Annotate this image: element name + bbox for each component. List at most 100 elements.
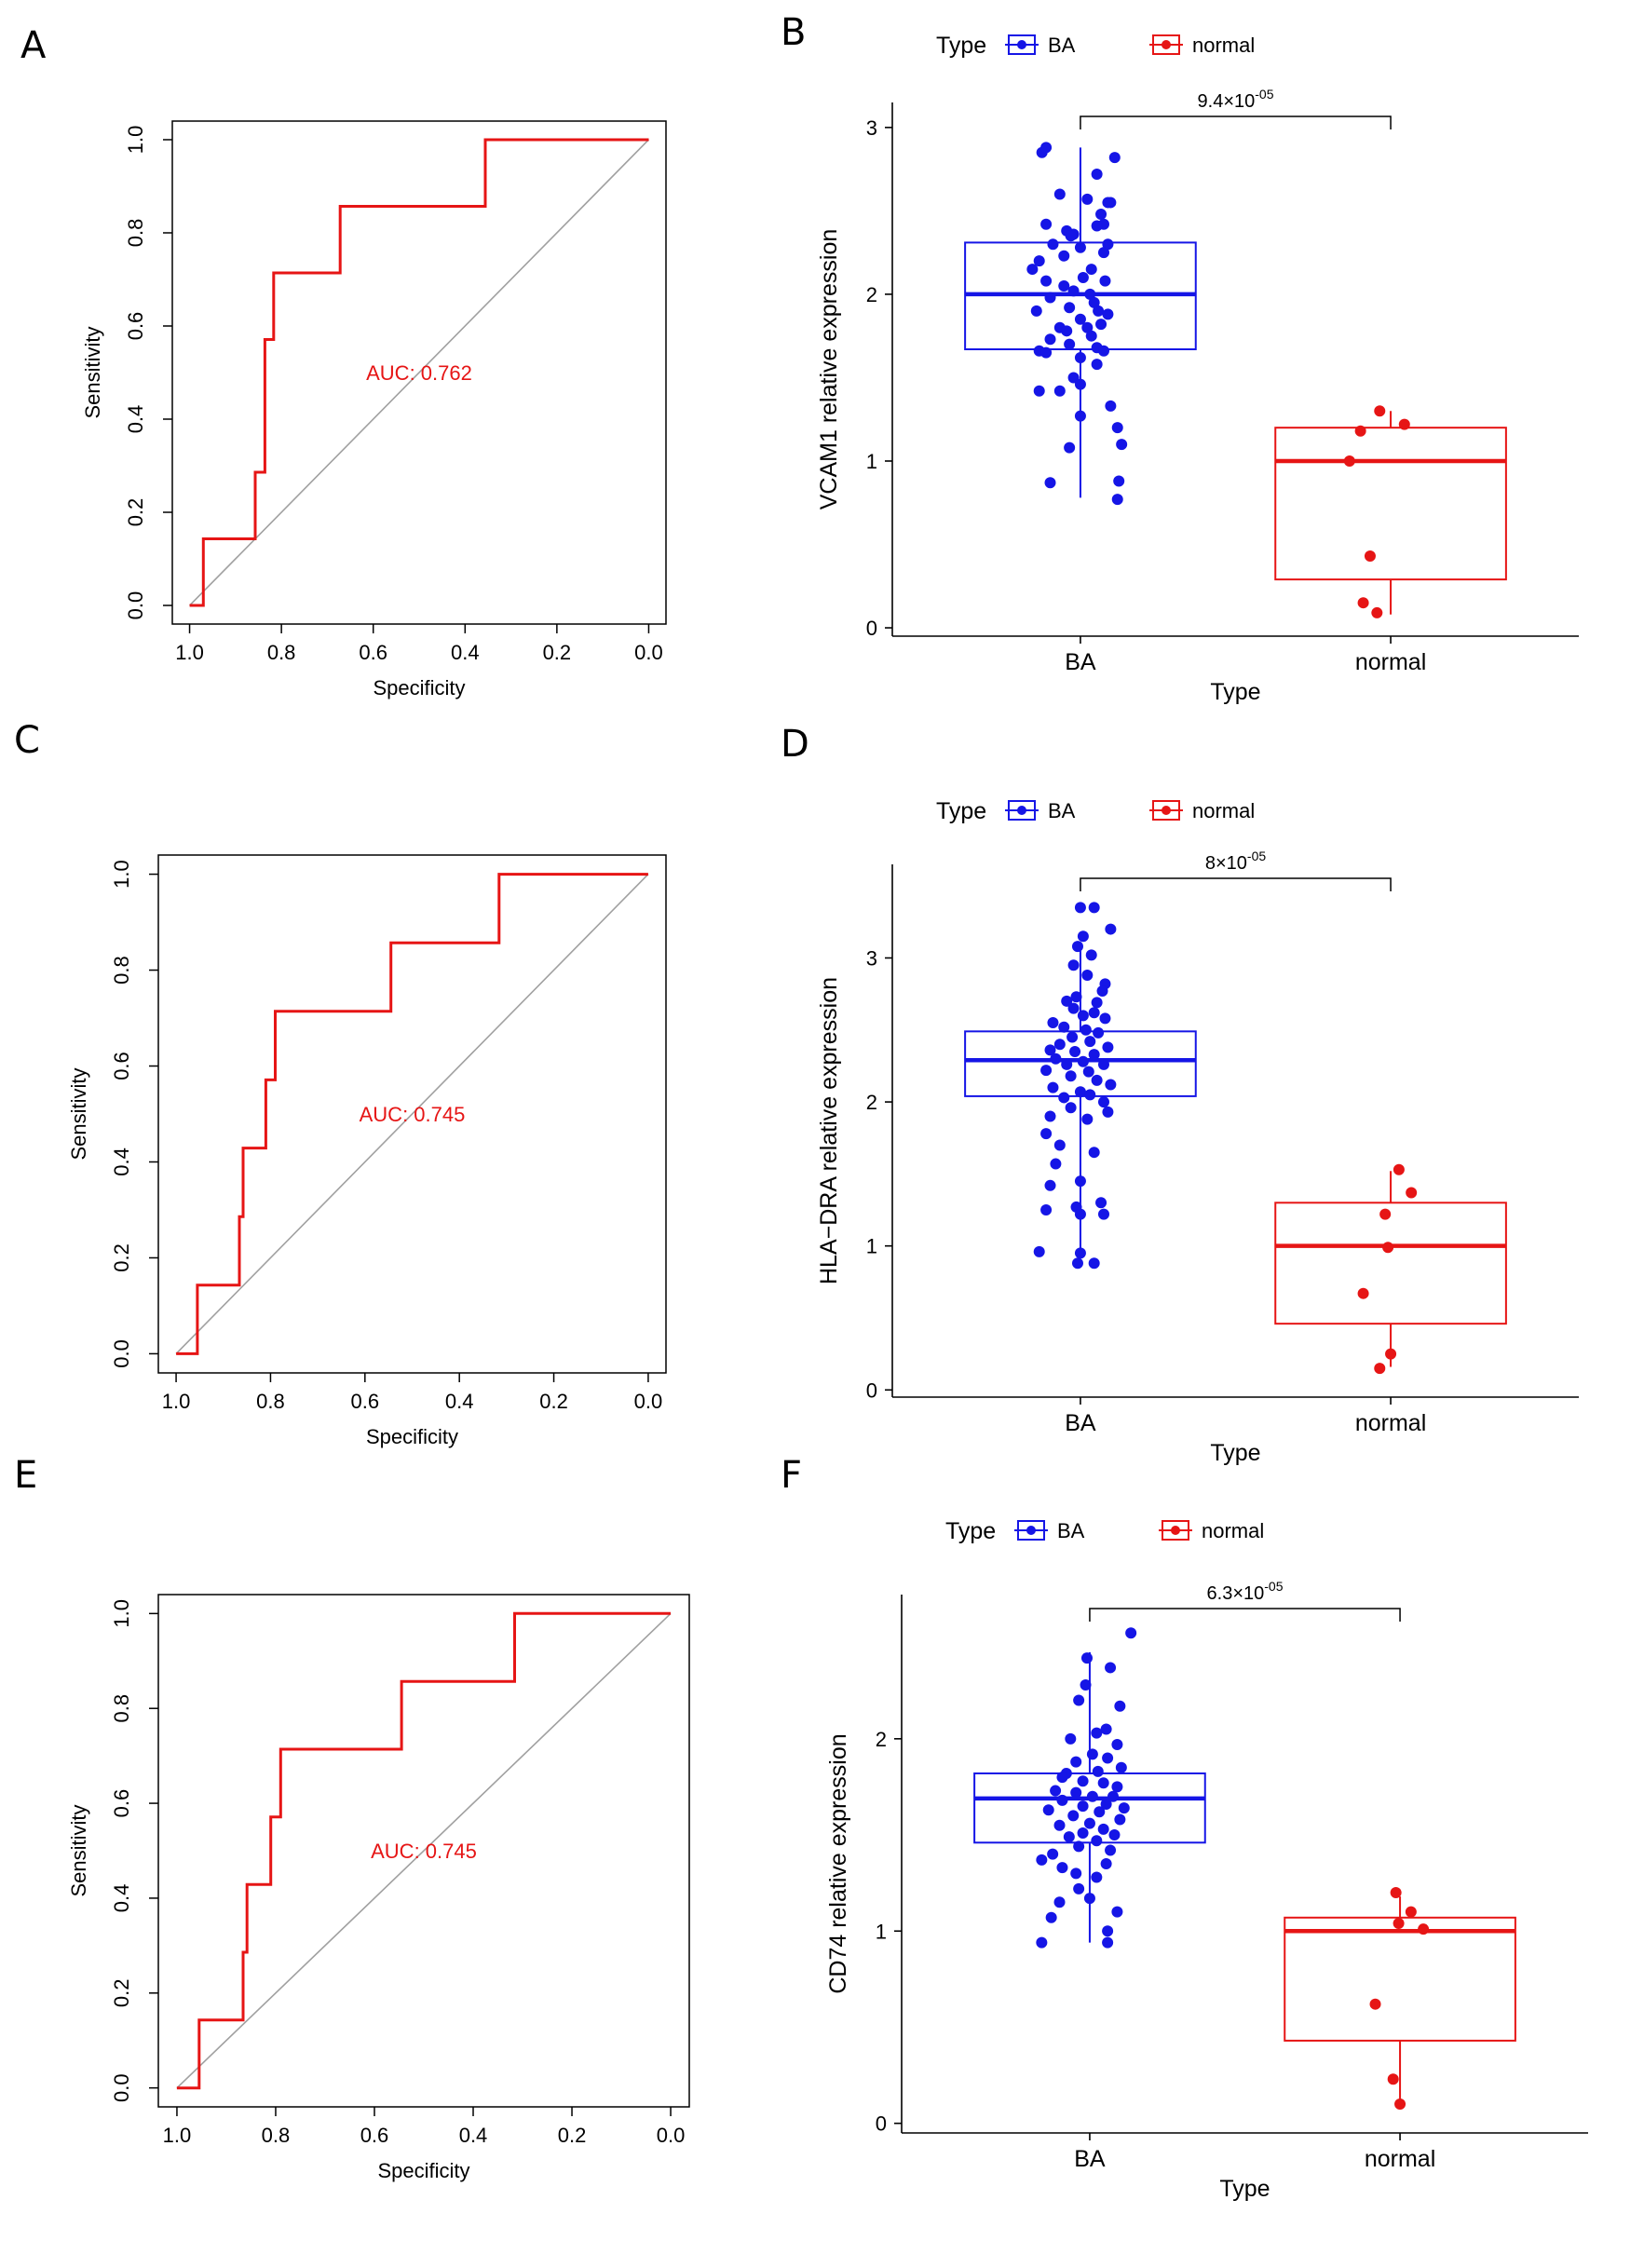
data-point — [1084, 288, 1096, 300]
legend-key-point — [1170, 1526, 1180, 1535]
data-point — [1100, 1858, 1112, 1869]
data-point — [1081, 1113, 1094, 1125]
box-iqr — [1274, 427, 1507, 581]
panel-letter-c: C — [14, 719, 40, 762]
data-point — [1047, 1081, 1059, 1093]
data-point — [1067, 1002, 1080, 1014]
data-point — [1071, 941, 1083, 953]
p-value-label: 6.3×10-05 — [1207, 1579, 1284, 1604]
y-tick-label: 0.4 — [110, 1148, 133, 1176]
x-axis-title: Type — [1219, 2176, 1270, 2202]
y-tick-label: 1.0 — [110, 860, 133, 889]
data-point — [1088, 296, 1100, 308]
panel-letter-f: F — [781, 1454, 802, 1497]
box-iqr — [973, 1772, 1206, 1844]
data-point — [1063, 1831, 1075, 1843]
data-point — [1091, 359, 1103, 371]
data-point — [1125, 1627, 1137, 1639]
legend-label: BA — [1048, 34, 1076, 57]
data-point — [1070, 1786, 1082, 1799]
x-tick-label: BA — [1065, 1410, 1096, 1436]
data-point — [1074, 1086, 1086, 1098]
boxplot-chart-d: 0 1 2 3 BA normal Type HLA−DRA relative express… — [816, 798, 1579, 1466]
data-point — [1102, 197, 1114, 209]
y-tick-label: 1.0 — [110, 1599, 133, 1628]
data-point — [1036, 1936, 1048, 1949]
auc-label: AUC: 0.745 — [360, 1103, 466, 1126]
y-axis-title: Sensitivity — [67, 1067, 90, 1160]
data-point — [1077, 930, 1089, 943]
x-axis-title: Type — [1210, 1440, 1260, 1466]
panel-letter-a: A — [20, 24, 47, 67]
data-point — [1369, 1998, 1381, 2010]
x-axis-title: Specificity — [373, 676, 465, 699]
data-point — [1067, 959, 1080, 971]
data-point — [1111, 494, 1123, 506]
data-point — [1047, 1848, 1059, 1860]
roc-curve — [189, 138, 649, 607]
data-point — [1058, 250, 1070, 262]
data-point — [1099, 1012, 1111, 1025]
roc-chart-c: 1.0 0.8 0.6 0.4 0.2 0.0 0.0 0.2 0.4 0.6 0.8 1.0 Spec… — [67, 854, 667, 1448]
data-point — [1088, 1049, 1100, 1061]
x-tick-label: 0.8 — [262, 2124, 291, 2147]
data-point — [1105, 1662, 1117, 1674]
y-tick-label: 0 — [866, 1378, 877, 1402]
x-axis-title: Specificity — [366, 1425, 458, 1448]
data-point — [1105, 400, 1117, 412]
data-point — [1102, 1106, 1114, 1118]
data-point — [1050, 1053, 1062, 1065]
significance-bracket — [1089, 1608, 1401, 1622]
data-point — [1080, 1652, 1093, 1664]
data-point — [1097, 1823, 1109, 1835]
data-point — [1071, 1257, 1083, 1270]
y-tick-label: 0.8 — [124, 219, 147, 248]
y-tick-label: 2 — [876, 1728, 887, 1751]
y-axis-title: HLA−DRA relative expression — [816, 977, 842, 1284]
data-point — [1074, 313, 1086, 325]
x-tick-label: 0.6 — [360, 2124, 389, 2147]
y-axis-title: Sensitivity — [67, 1804, 90, 1896]
significance-bracket — [1080, 115, 1392, 129]
data-point — [1077, 1775, 1089, 1787]
data-point — [1053, 385, 1066, 397]
data-point — [1047, 1017, 1059, 1029]
x-tick-label: 0.2 — [558, 2124, 587, 2147]
data-point — [1093, 1026, 1105, 1039]
data-point — [1064, 302, 1076, 314]
data-point — [1030, 305, 1042, 317]
legend-key-point — [1161, 806, 1171, 815]
auc-label: AUC: 0.745 — [371, 1840, 477, 1863]
data-point — [1118, 1802, 1130, 1814]
data-point — [1067, 1031, 1079, 1043]
data-point — [1113, 475, 1125, 487]
data-point — [1058, 1092, 1070, 1104]
data-point — [1074, 902, 1086, 914]
data-point — [1357, 597, 1369, 609]
data-point — [1097, 1777, 1109, 1789]
data-point — [1058, 1021, 1070, 1033]
data-point — [1093, 305, 1105, 317]
significance-bracket — [1080, 877, 1392, 891]
data-point — [1033, 1245, 1045, 1257]
data-point — [1065, 230, 1077, 242]
data-point — [1095, 1197, 1107, 1209]
legend-label: normal — [1192, 34, 1255, 57]
data-point — [1102, 1752, 1114, 1764]
x-tick-label: 0.0 — [634, 641, 663, 664]
data-point — [1084, 1089, 1096, 1101]
p-value-exponent: -05 — [1255, 87, 1273, 102]
data-point — [1100, 1799, 1112, 1811]
data-point — [1114, 1700, 1126, 1712]
data-point — [1040, 1065, 1053, 1077]
data-point — [1088, 1147, 1100, 1159]
data-point — [1086, 1790, 1098, 1802]
y-tick-label: 0.6 — [124, 312, 147, 341]
data-point — [1070, 1867, 1082, 1880]
data-point — [1040, 142, 1053, 154]
y-tick-label: 2 — [866, 283, 877, 306]
y-axis-title: VCAM1 relative expression — [816, 229, 842, 510]
data-point — [1088, 902, 1100, 914]
data-point — [1095, 208, 1107, 220]
